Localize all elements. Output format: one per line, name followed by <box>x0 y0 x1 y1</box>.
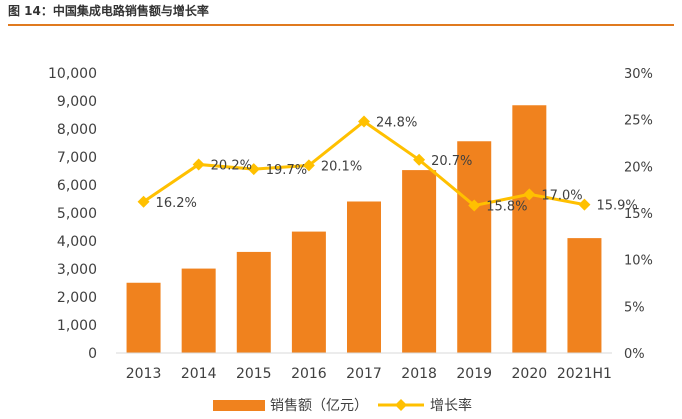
legend-label-line: 增长率 <box>430 397 472 414</box>
x-tick-label: 2020 <box>512 366 548 382</box>
growth-marker-2013 <box>137 195 150 208</box>
growth-label-2021H1: 15.9% <box>596 199 637 214</box>
bar-2014 <box>181 268 216 353</box>
bar-2016 <box>291 231 326 353</box>
legend: 销售额（亿元） 增长率 <box>213 397 472 414</box>
x-tick-label: 2018 <box>401 366 437 382</box>
left-tick-label: 5,000 <box>57 206 97 222</box>
x-tick-label: 2016 <box>291 366 327 382</box>
bar-series <box>126 105 602 353</box>
left-tick-label: 0 <box>88 346 97 362</box>
growth-marker-2021H1 <box>578 198 591 211</box>
x-axis-ticks: 2013 2014 2015 2016 2017 2018 2019 2020 2021H1 <box>126 366 612 382</box>
left-tick-label: 8,000 <box>57 122 97 138</box>
growth-label-2015: 19.7% <box>266 163 307 178</box>
growth-label-2013: 16.2% <box>156 196 197 211</box>
growth-marker-2020 <box>523 188 536 201</box>
growth-marker-2014 <box>192 158 205 171</box>
bar-2017 <box>347 201 381 353</box>
growth-label-2017: 24.8% <box>376 116 417 131</box>
bar-2015 <box>236 251 271 353</box>
growth-label-2016: 20.1% <box>321 159 362 174</box>
growth-marker-2016 <box>302 159 315 172</box>
title-rule <box>8 24 674 26</box>
right-tick-label: 5% <box>624 300 645 315</box>
growth-marker-2019 <box>468 199 481 212</box>
figure-title: 图 14：中国集成电路销售额与增长率 <box>8 4 209 18</box>
growth-label-2019: 15.8% <box>486 200 527 215</box>
left-tick-label: 9,000 <box>57 94 97 110</box>
right-axis-ticks: 0% 5% 10% 15% 20% 25% 30% <box>624 67 653 362</box>
right-tick-label: 30% <box>624 67 653 82</box>
growth-marker-2017 <box>358 115 370 128</box>
growth-label-2018: 20.7% <box>431 154 472 169</box>
left-tick-label: 7,000 <box>57 150 97 166</box>
bar-2021H1 <box>567 238 602 353</box>
line-series <box>137 115 591 212</box>
left-tick-label: 1,000 <box>57 318 97 334</box>
legend-swatch-bar <box>213 400 265 411</box>
x-tick-label: 2014 <box>181 366 217 382</box>
bar-2013 <box>126 282 161 353</box>
legend-label-bar: 销售额（亿元） <box>270 398 368 414</box>
right-tick-label: 20% <box>624 160 653 175</box>
right-tick-label: 15% <box>624 207 653 222</box>
x-tick-label: 2019 <box>456 366 492 382</box>
x-tick-label: 2015 <box>236 366 272 382</box>
bar-2018 <box>402 170 437 353</box>
growth-marker-2015 <box>247 163 260 176</box>
legend-swatch-marker <box>395 399 407 411</box>
x-tick-label: 2021H1 <box>557 366 612 382</box>
right-tick-label: 25% <box>624 114 653 129</box>
growth-label-2014: 20.2% <box>211 158 252 173</box>
bar-2020 <box>512 105 547 353</box>
left-tick-label: 2,000 <box>57 290 97 306</box>
x-tick-label: 2013 <box>126 366 162 382</box>
left-axis-ticks: 0 1,000 2,000 3,000 4,000 5,000 6,000 7,000 8,00… <box>48 66 97 362</box>
right-tick-label: 10% <box>624 254 653 269</box>
left-tick-label: 10,000 <box>48 66 97 82</box>
left-tick-label: 4,000 <box>57 234 97 250</box>
x-tick-label: 2017 <box>346 366 382 382</box>
bar-2019 <box>457 141 492 353</box>
line-data-labels: 16.2% 20.2% 19.7% 20.1% 24.8% 20.7% 15.8% 17.0%… <box>156 116 638 215</box>
left-tick-label: 6,000 <box>57 178 97 194</box>
left-tick-label: 3,000 <box>57 262 97 278</box>
growth-label-2020: 17.0% <box>541 188 582 203</box>
growth-marker-2018 <box>413 153 426 166</box>
right-tick-label: 0% <box>624 347 645 362</box>
